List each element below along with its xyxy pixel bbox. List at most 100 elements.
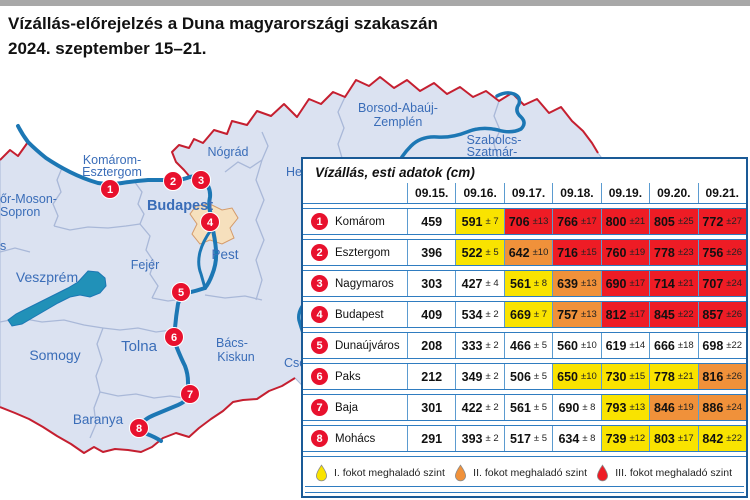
forecast-error: ± 2 (485, 340, 499, 351)
water-level-cell: 459 (407, 209, 455, 234)
row-separator (303, 296, 746, 302)
water-level-value: 805 (654, 214, 675, 229)
date-header-row: 09.15. 09.16. 09.17. 09.18. 09.19. 09.20. 09.2… (303, 183, 746, 203)
water-level-value: 778 (654, 245, 675, 260)
station-cell: 2 Esztergom (303, 240, 407, 265)
water-level-cell: 639 ±13 (552, 271, 601, 296)
lake-balaton (7, 270, 107, 327)
water-level-cell: 766 ±17 (552, 209, 601, 234)
station-marker: 2 (163, 171, 183, 191)
water-level-value: 333 (461, 338, 483, 353)
row-separator (303, 265, 746, 271)
water-level-cell: 634 ± 8 (552, 426, 600, 451)
water-level-value: 422 (461, 400, 483, 415)
forecast-error: ±17 (581, 216, 597, 227)
droplet-icon-I (316, 464, 327, 482)
water-level-cell: 393 ± 2 (455, 426, 503, 451)
station-number-badge: 7 (311, 399, 328, 416)
water-level-value: 301 (421, 400, 443, 415)
forecast-error: ± 7 (533, 309, 548, 320)
water-level-cell: 396 (407, 240, 455, 265)
water-level-value: 698 (702, 338, 724, 353)
station-cell: 6 Paks (303, 364, 407, 389)
water-level-cell: 716 ±15 (552, 240, 601, 265)
forecast-error: ±17 (629, 309, 646, 320)
station-marker: 1 (100, 179, 120, 199)
water-level-cell: 291 (407, 426, 455, 451)
water-level-cell: 857 ±26 (697, 302, 746, 327)
forecast-error: ±15 (581, 247, 597, 258)
water-level-value: 706 (508, 214, 530, 229)
forecast-error: ±12 (629, 433, 646, 444)
station-marker-number: 4 (207, 217, 214, 229)
forecast-error: ±24 (726, 278, 743, 289)
forecast-error: ± 2 (485, 309, 499, 320)
forecast-error: ±23 (677, 247, 694, 258)
date-header-cell: 09.16. (455, 183, 503, 203)
national-border (0, 76, 599, 454)
water-level-cell: 690 ± 8 (552, 395, 600, 420)
droplet-icon-III (597, 464, 609, 482)
forecast-error: ±26 (726, 371, 743, 382)
forecast-error: ±10 (581, 340, 597, 351)
forecast-error: ± 5 (533, 402, 548, 413)
forecast-error: ±26 (726, 309, 743, 320)
station-cell: 3 Nagymaros (303, 271, 407, 296)
table-row: 8 Mohács 291 393 ± 2 517 ± 5 634 ± 8 739 ±12 803 ±17… (303, 426, 746, 451)
table-row: 7 Baja 301 422 ± 2 561 ± 5 690 ± 8 793 ±13 846 ±19 88… (303, 395, 746, 420)
station-marker: 6 (164, 327, 184, 347)
map-label: Nógrád (208, 145, 249, 159)
legend-item: I. fokot meghaladó szint (315, 464, 445, 482)
water-level-cell: 793 ±13 (600, 395, 650, 420)
water-level-value: 396 (421, 245, 443, 260)
table-row: 5 Dunaújváros 208 333 ± 2 466 ± 5 560 ±10 619 ±14 6… (303, 333, 746, 358)
water-level-cell: 757 ±13 (552, 302, 601, 327)
water-level-table-panel: Vízállás, esti adatok (cm) 09.15. 09.16. 0… (301, 157, 748, 498)
station-marker-number: 3 (198, 175, 204, 187)
forecast-error: ±10 (532, 247, 549, 258)
station-marker-number: 2 (170, 176, 176, 188)
legend-item: II. fokot meghaladó szint (454, 464, 587, 482)
water-level-value: 560 (557, 338, 579, 353)
station-marker: 3 (191, 170, 211, 190)
water-level-value: 534 (461, 307, 483, 322)
title-line-1: Vízállás-előrejelzés a Duna magyarország… (8, 14, 438, 33)
forecast-error: ±19 (677, 402, 694, 413)
table-row: 4 Budapest 409 534 ± 2 669 ± 7 757 ±13 812 ±17 845 ±… (303, 302, 746, 327)
panel-bottom-rule (305, 486, 744, 493)
water-level-cell: 534 ± 2 (455, 302, 503, 327)
station-marker-circle (200, 212, 220, 232)
water-level-cell: 301 (407, 395, 455, 420)
station-marker-circle (180, 384, 200, 404)
water-level-value: 591 (461, 214, 483, 229)
water-level-cell: 845 ±22 (649, 302, 698, 327)
water-level-cell: 349 ± 2 (455, 364, 503, 389)
water-level-value: 522 (461, 245, 483, 260)
water-level-cell: 706 ±13 (503, 209, 553, 234)
water-level-value: 845 (654, 307, 675, 322)
water-level-cell: 816 ±26 (697, 364, 746, 389)
map-label: Zemplén (374, 115, 423, 129)
water-level-value: 730 (605, 369, 627, 384)
forecast-error: ±15 (629, 371, 646, 382)
station-number-badge: 1 (311, 213, 328, 230)
water-level-value: 349 (461, 369, 483, 384)
station-name: Nagymaros (335, 277, 394, 290)
station-number-badge: 2 (311, 244, 328, 261)
water-level-value: 846 (654, 400, 675, 415)
water-level-cell: 760 ±19 (600, 240, 650, 265)
forecast-error: ±18 (677, 340, 694, 351)
station-marker: 5 (171, 282, 191, 302)
water-level-cell: 427 ± 4 (455, 271, 503, 296)
water-level-value: 639 (557, 276, 579, 291)
water-level-cell: 561 ± 8 (503, 271, 553, 296)
forecast-error: ±13 (629, 402, 646, 413)
legend-label: I. fokot meghaladó szint (334, 467, 445, 479)
legend-label: II. fokot meghaladó szint (473, 467, 587, 479)
water-level-cell: 561 ± 5 (503, 395, 552, 420)
water-level-cell: 669 ± 7 (503, 302, 553, 327)
water-level-cell: 805 ±25 (649, 209, 698, 234)
forecast-error: ± 5 (533, 340, 548, 351)
water-level-cell: 800 ±21 (600, 209, 650, 234)
water-level-value: 778 (654, 369, 675, 384)
